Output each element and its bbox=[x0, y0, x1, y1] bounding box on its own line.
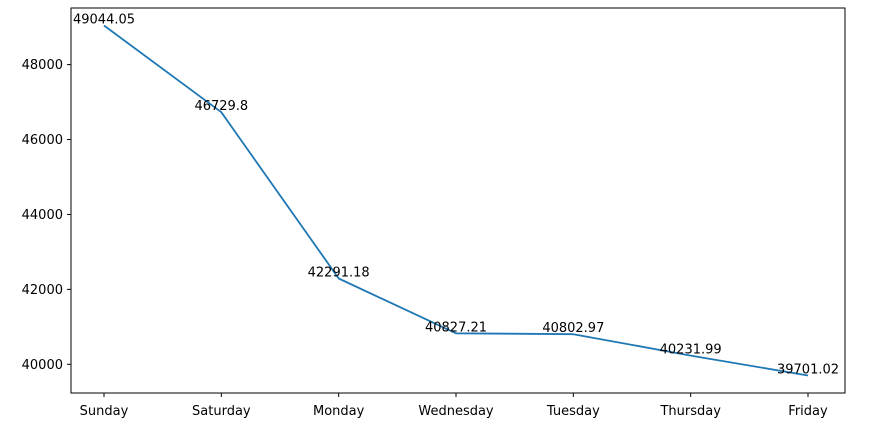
data-label-layer: 49044.05 46729.8 42291.18 40827.21 40802.97 4… bbox=[73, 12, 839, 377]
data-label: 40802.97 bbox=[542, 321, 604, 336]
y-tick-label: 40000 bbox=[22, 358, 63, 373]
y-axis: 40000 42000 44000 46000 48000 bbox=[22, 58, 71, 373]
plot-area bbox=[70, 7, 846, 394]
data-label: 39701.02 bbox=[777, 363, 839, 378]
x-tick-label: Monday bbox=[313, 404, 365, 419]
series-layer bbox=[103, 24, 809, 377]
data-label: 42291.18 bbox=[308, 265, 370, 280]
y-tick-label: 44000 bbox=[22, 208, 63, 223]
x-tick-label: Thursday bbox=[659, 404, 721, 419]
x-tick-label: Saturday bbox=[192, 404, 251, 419]
data-label: 49044.05 bbox=[73, 12, 135, 27]
x-tick-label: Wednesday bbox=[418, 404, 494, 419]
y-tick-label: 46000 bbox=[22, 133, 63, 148]
x-tick-label: Sunday bbox=[80, 404, 129, 419]
y-tick-label: 42000 bbox=[22, 283, 63, 298]
x-axis: Sunday Saturday Monday Wednesday Tuesday Thur… bbox=[80, 393, 828, 419]
data-label: 40231.99 bbox=[660, 343, 722, 358]
data-label: 46729.8 bbox=[194, 99, 248, 114]
y-tick-label: 48000 bbox=[22, 58, 63, 73]
x-tick-label: Friday bbox=[788, 404, 828, 419]
series-line bbox=[103, 24, 809, 377]
x-tick-label: Tuesday bbox=[546, 404, 600, 419]
data-label: 40827.21 bbox=[425, 320, 487, 335]
